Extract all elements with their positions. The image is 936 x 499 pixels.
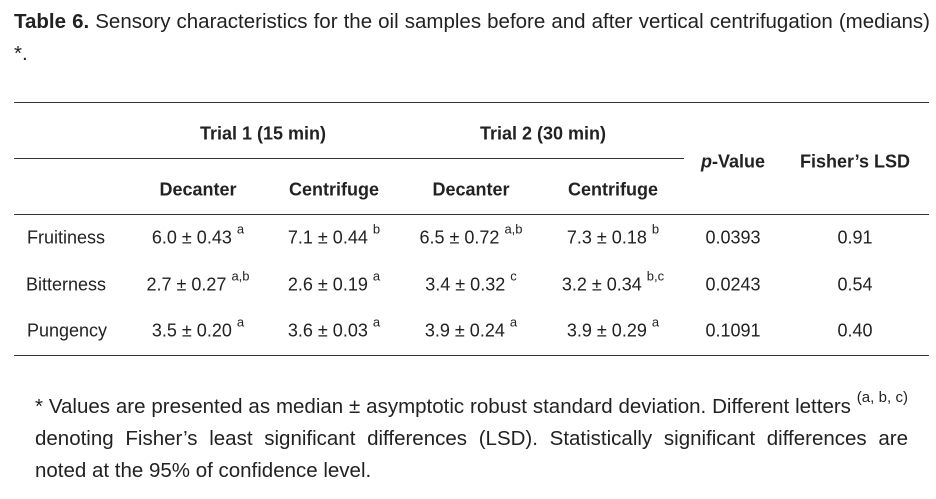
cell-value: 6.5 ± 0.72 <box>419 227 500 248</box>
cell-decanter-trial1: 3.5 ± 0.20 a <box>151 316 244 342</box>
header-fisher-lsd: Fisher’s LSD <box>799 151 911 172</box>
table-bottom-rule <box>14 355 929 356</box>
cell-centrifuge-trial2: 3.9 ± 0.29 a <box>566 316 659 342</box>
header-trial2: Trial 2 (30 min) <box>479 123 607 144</box>
significance-letters: b <box>651 221 660 237</box>
cell-centrifuge-trial1: 7.1 ± 0.44 b <box>287 223 380 249</box>
header-centrifuge-trial1: Centrifuge <box>289 179 379 200</box>
cell-p-value: 0.0393 <box>705 227 761 248</box>
header-bottom-rule <box>14 214 929 215</box>
header-trial1: Trial 1 (15 min) <box>199 123 327 144</box>
significance-letters: a <box>651 314 660 330</box>
significance-letters: a <box>236 314 245 330</box>
cell-p-value: 0.1091 <box>705 320 761 341</box>
cell-value: 7.1 ± 0.44 <box>287 227 368 248</box>
header-centrifuge-trial2: Centrifuge <box>568 179 658 200</box>
cell-fisher-lsd: 0.54 <box>837 274 873 295</box>
cell-value: 2.7 ± 0.27 <box>146 274 227 295</box>
cell-decanter-trial1: 2.7 ± 0.27 a,b <box>146 270 249 296</box>
significance-letters: b,c <box>646 268 665 284</box>
cell-value: 3.9 ± 0.29 <box>566 320 647 341</box>
header-decanter-trial1: Decanter <box>159 179 237 200</box>
cell-value: 3.4 ± 0.32 <box>425 274 506 295</box>
trial-header-rule <box>14 158 684 159</box>
row-label: Pungency <box>27 320 108 341</box>
cell-centrifuge-trial1: 2.6 ± 0.19 a <box>287 270 380 296</box>
cell-centrifuge-trial2: 7.3 ± 0.18 b <box>566 223 659 249</box>
significance-letters: a <box>372 314 381 330</box>
table-caption: Table 6. Sensory characteristics for the… <box>14 6 930 70</box>
header-p-value: p-Value <box>701 152 765 173</box>
cell-fisher-lsd: 0.40 <box>837 320 873 341</box>
significance-letters: a <box>509 314 518 330</box>
row-label: Bitterness <box>26 274 107 295</box>
significance-letters: c <box>510 268 517 284</box>
significance-letters: a,b <box>231 268 250 284</box>
cell-p-value: 0.0243 <box>705 274 761 295</box>
footnote-part2: denoting Fisher’s least significant diff… <box>35 427 908 482</box>
significance-letters: a,b <box>504 221 523 237</box>
significance-letters: a <box>236 221 245 237</box>
significance-letters: b <box>372 221 381 237</box>
table-label: Table 6. <box>14 10 90 33</box>
cell-decanter-trial1: 6.0 ± 0.43 a <box>151 223 244 249</box>
cell-value: 3.5 ± 0.20 <box>151 320 232 341</box>
cell-centrifuge-trial2: 3.2 ± 0.34 b,c <box>561 270 664 296</box>
cell-value: 2.6 ± 0.19 <box>287 274 368 295</box>
cell-value: 7.3 ± 0.18 <box>566 227 647 248</box>
significance-letters: a <box>372 268 381 284</box>
footnote-part1: * Values are presented as median ± asymp… <box>35 395 857 418</box>
footnote-superscript: (a, b, c) <box>856 389 908 407</box>
table-footnote: * Values are presented as median ± asymp… <box>35 389 908 487</box>
cell-decanter-trial2: 3.4 ± 0.32 c <box>425 270 516 296</box>
row-label: Fruitiness <box>27 227 106 248</box>
cell-value: 3.6 ± 0.03 <box>287 320 368 341</box>
header-p-rest: -Value <box>711 151 766 172</box>
cell-fisher-lsd: 0.91 <box>837 227 873 248</box>
caption-text: Sensory characteristics for the oil samp… <box>14 10 930 65</box>
cell-value: 3.9 ± 0.24 <box>424 320 505 341</box>
cell-value: 6.0 ± 0.43 <box>151 227 232 248</box>
header-p-italic: p <box>700 151 712 172</box>
cell-value: 3.2 ± 0.34 <box>561 274 642 295</box>
header-decanter-trial2: Decanter <box>432 179 510 200</box>
cell-centrifuge-trial1: 3.6 ± 0.03 a <box>287 316 380 342</box>
cell-decanter-trial2: 6.5 ± 0.72 a,b <box>419 223 522 249</box>
table-top-rule <box>14 102 929 103</box>
cell-decanter-trial2: 3.9 ± 0.24 a <box>424 316 517 342</box>
